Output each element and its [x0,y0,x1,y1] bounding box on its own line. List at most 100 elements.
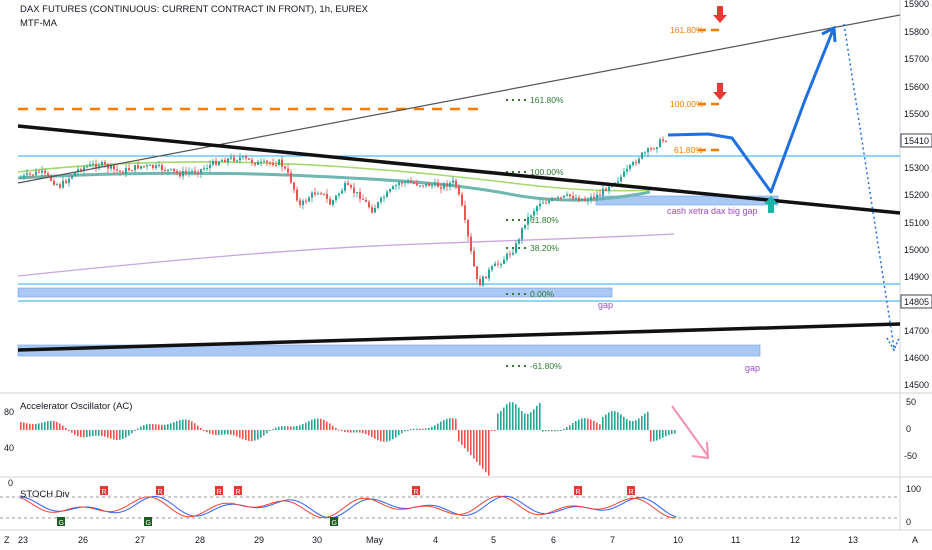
fib-382-left: 38.20% [530,243,559,253]
ac-bar [83,430,85,438]
stoch-marker-g-label: G [332,520,337,527]
chart-title: DAX FUTURES (CONTINUOUS: CURRENT CONTRAC… [20,4,369,15]
projection-path[interactable] [667,29,835,194]
candle-body [593,196,595,198]
ac-bar [185,419,187,430]
candle-body [386,191,388,198]
gap-box-upper[interactable] [17,287,613,298]
ac-bar [572,423,574,430]
candle-body [47,173,49,176]
candle-body [185,171,187,173]
ac-bar [311,419,313,430]
ac-bar [65,427,67,430]
ac-bar [218,430,220,435]
ac-bar [230,430,232,435]
candle-body [32,174,34,176]
ac-bar [410,429,412,431]
time-tick: 28 [195,535,205,545]
ac-bar [470,430,472,456]
candle-body [491,266,493,270]
price-tick: 15600 [904,82,929,92]
candle-body [545,202,547,204]
price-tick: 15700 [904,54,929,64]
ac-bar [353,430,355,433]
ac-bar [389,430,391,441]
stoch-line [19,495,677,519]
candle-body [362,198,364,200]
ac-bar [455,418,457,430]
candle-body [599,194,601,196]
gap-box-lower[interactable] [17,344,761,357]
projection-dotted[interactable] [843,23,895,349]
stoch-markers[interactable]: R R R R R R R G G G [57,486,635,527]
price-axis[interactable]: 15900 15800 15700 15600 15500 15300 1520… [904,0,929,390]
candle-body [212,160,214,165]
ac-bar [341,430,343,432]
candle-body [455,180,457,187]
candle-body [356,192,358,194]
stoch-marker-r [156,486,164,495]
ac-bar [515,404,517,430]
ac-bar [584,418,586,430]
candle-body [335,195,337,201]
ma-green[interactable] [17,161,651,192]
candle-body [632,162,634,166]
ac-bar [446,418,448,430]
candle-body [350,185,352,188]
candle-body [482,276,484,286]
candle-body [620,176,622,182]
candle-body [200,169,202,174]
candle-body [485,276,487,279]
candle-body [524,224,526,229]
ac-bar [512,402,514,430]
ac-bar [302,423,304,430]
ac-bar [524,413,526,430]
ac-bar [113,430,115,440]
time-axis[interactable]: 23 26 27 28 29 30 May 4 5 6 7 10 11 12 1… [18,535,858,545]
candle-body [98,165,100,168]
ac-bar [638,418,640,430]
ma-teal[interactable] [17,171,651,202]
trendline-descending[interactable] [17,124,901,215]
ac-right-tick: 0 [906,424,911,434]
auto-scale-button[interactable]: A [912,535,918,545]
candle-body [647,148,649,153]
candle-body [338,193,340,196]
candle-body [59,184,61,188]
candle-body [317,193,319,195]
ac-bar [32,424,34,430]
candle-body [134,164,136,171]
ac-bar [314,418,316,430]
fib-618-left: 61.80% [530,215,559,225]
candle-body [275,165,277,167]
candle-body [353,187,355,194]
ac-histogram[interactable] [20,402,676,476]
ac-bar [224,430,226,435]
ac-pink-arrow[interactable] [671,405,709,457]
ac-bar [287,426,289,430]
candle-body [596,194,598,198]
candle-body [434,182,436,186]
trendline-ascending-lower[interactable] [17,322,901,352]
candle-body [506,253,508,260]
ac-bar [611,411,613,430]
candle-body [152,164,154,169]
ac-bar [293,426,295,430]
ma-purple[interactable] [17,233,675,277]
zoom-icon[interactable]: Z [4,535,10,545]
ac-bar [476,430,478,462]
candle-body [458,186,460,195]
candle-body [644,152,646,154]
ac-bar [266,430,268,434]
price-tick: 14900 [904,272,929,282]
stoch-lines[interactable] [19,495,677,519]
candle-body [161,164,163,171]
candle-body [233,157,235,162]
stoch-marker-r [627,486,635,495]
ac-left-tick: 40 [4,443,14,453]
trendline-upper-thin[interactable] [17,14,901,184]
ac-bar [194,423,196,430]
candle-body [257,161,259,165]
candle-body [284,166,286,169]
